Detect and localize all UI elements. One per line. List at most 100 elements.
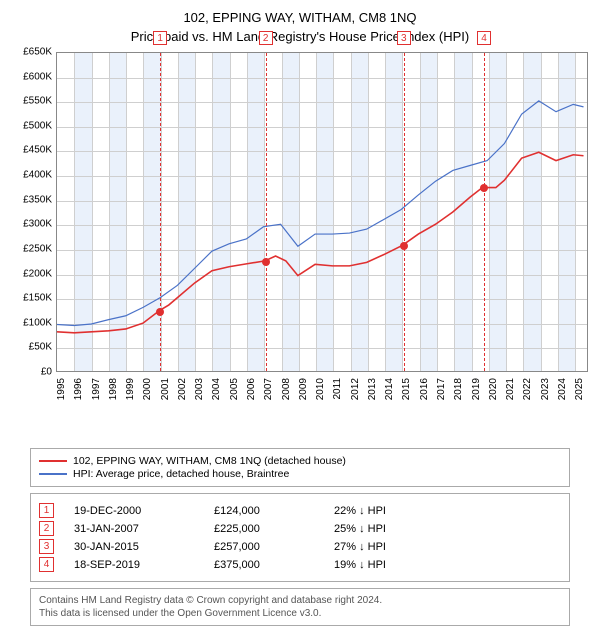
x-axis-label: 2003 xyxy=(194,378,205,400)
y-axis-label: £450K xyxy=(23,145,52,156)
marker-vline xyxy=(404,53,405,371)
x-axis-label: 2019 xyxy=(471,378,482,400)
x-axis-label: 1999 xyxy=(125,378,136,400)
row-number-box: 2 xyxy=(39,521,54,536)
legend-swatch xyxy=(39,473,67,475)
marker-dot xyxy=(156,308,164,316)
y-axis-label: £500K xyxy=(23,120,52,131)
arrow-down-icon: ↓ xyxy=(359,541,365,553)
y-axis-label: £400K xyxy=(23,170,52,181)
row-number-box: 4 xyxy=(39,557,54,572)
legend-row: HPI: Average price, detached house, Brai… xyxy=(39,468,561,480)
legend-label: HPI: Average price, detached house, Brai… xyxy=(73,468,289,480)
x-axis-label: 2017 xyxy=(436,378,447,400)
x-axis-label: 2005 xyxy=(229,378,240,400)
x-axis-label: 2024 xyxy=(557,378,568,400)
marker-number-box: 1 xyxy=(153,31,167,45)
y-axis-label: £600K xyxy=(23,71,52,82)
row-date: 31-JAN-2007 xyxy=(74,523,214,535)
chart-container: 102, EPPING WAY, WITHAM, CM8 1NQ Price p… xyxy=(0,0,600,620)
x-axis-label: 2000 xyxy=(142,378,153,400)
marker-dot xyxy=(480,184,488,192)
y-axis-label: £0 xyxy=(41,367,52,378)
series-property xyxy=(57,152,584,333)
y-axis-label: £300K xyxy=(23,219,52,230)
table-row: 3 30-JAN-2015£257,00027% ↓ HPI xyxy=(39,539,561,554)
footer-line2: This data is licensed under the Open Gov… xyxy=(39,607,561,620)
row-price: £257,000 xyxy=(214,541,334,553)
row-delta: 25% ↓ HPI xyxy=(334,523,444,535)
x-axis-label: 1995 xyxy=(56,378,67,400)
marker-number-box: 3 xyxy=(397,31,411,45)
x-axis-label: 2014 xyxy=(384,378,395,400)
row-delta: 19% ↓ HPI xyxy=(334,559,444,571)
table-row: 119-DEC-2000£124,00022% ↓ HPI xyxy=(39,503,561,518)
legend-box: 102, EPPING WAY, WITHAM, CM8 1NQ (detach… xyxy=(30,448,570,487)
y-axis-label: £350K xyxy=(23,194,52,205)
x-axis-label: 2001 xyxy=(160,378,171,400)
x-axis-label: 2013 xyxy=(367,378,378,400)
y-axis-label: £250K xyxy=(23,243,52,254)
y-axis-label: £650K xyxy=(23,47,52,58)
series-hpi xyxy=(57,101,584,326)
y-axis-label: £100K xyxy=(23,317,52,328)
marker-number-box: 4 xyxy=(477,31,491,45)
marker-number-box: 2 xyxy=(259,31,273,45)
row-date: 19-DEC-2000 xyxy=(74,505,214,517)
x-axis-label: 2018 xyxy=(453,378,464,400)
legend-swatch xyxy=(39,460,67,462)
x-axis-label: 1996 xyxy=(73,378,84,400)
x-axis-labels: 1995 1996 1997 1998 1999 2000 2001 2002 2003 2004… xyxy=(56,372,588,412)
marker-dot xyxy=(262,258,270,266)
table-row: 2 31-JAN-2007£225,00025% ↓ HPI xyxy=(39,521,561,536)
y-axis-label: £550K xyxy=(23,96,52,107)
transaction-table: 119-DEC-2000£124,00022% ↓ HPI 2 31-JAN-200… xyxy=(30,493,570,582)
footer-line1: Contains HM Land Registry data © Crown c… xyxy=(39,594,561,607)
x-axis-label: 2011 xyxy=(332,378,343,400)
y-axis-label: £50K xyxy=(29,342,52,353)
row-date: 30-JAN-2015 xyxy=(74,541,214,553)
line-svg xyxy=(57,53,587,371)
footer-box: Contains HM Land Registry data © Crown c… xyxy=(30,588,570,626)
arrow-down-icon: ↓ xyxy=(359,505,365,517)
x-axis-label: 2022 xyxy=(522,378,533,400)
x-axis-label: 2006 xyxy=(246,378,257,400)
y-axis-label: £200K xyxy=(23,268,52,279)
arrow-down-icon: ↓ xyxy=(359,523,365,535)
row-price: £225,000 xyxy=(214,523,334,535)
x-axis-label: 2007 xyxy=(263,378,274,400)
x-axis-label: 2012 xyxy=(350,378,361,400)
chart-area: £0 £50K £100K £150K £200K £250K £300K £350K £400… xyxy=(12,52,588,412)
chart-title-address: 102, EPPING WAY, WITHAM, CM8 1NQ xyxy=(12,10,588,25)
x-axis-label: 2016 xyxy=(419,378,430,400)
x-axis-label: 2015 xyxy=(401,378,412,400)
table-row: 4 18-SEP-2019£375,00019% ↓ HPI xyxy=(39,557,561,572)
x-axis-label: 2025 xyxy=(574,378,585,400)
row-number-box: 3 xyxy=(39,539,54,554)
marker-vline xyxy=(160,53,161,371)
x-axis-label: 2008 xyxy=(281,378,292,400)
x-axis-label: 2020 xyxy=(488,378,499,400)
y-axis-labels: £0£50K£100K£150K£200K£250K£300K£350K£400… xyxy=(12,52,56,372)
row-price: £124,000 xyxy=(214,505,334,517)
legend-row: 102, EPPING WAY, WITHAM, CM8 1NQ (detach… xyxy=(39,455,561,467)
row-delta: 22% ↓ HPI xyxy=(334,505,444,517)
plot-area: 1234 xyxy=(56,52,588,372)
chart-title-subtitle: Price paid vs. HM Land Registry's House … xyxy=(12,29,588,44)
arrow-down-icon: ↓ xyxy=(359,559,365,571)
x-axis-label: 2010 xyxy=(315,378,326,400)
x-axis-label: 2009 xyxy=(298,378,309,400)
x-axis-label: 2004 xyxy=(211,378,222,400)
marker-vline xyxy=(266,53,267,371)
marker-vline xyxy=(484,53,485,371)
marker-dot xyxy=(400,242,408,250)
x-axis-label: 2002 xyxy=(177,378,188,400)
row-price: £375,000 xyxy=(214,559,334,571)
x-axis-label: 2021 xyxy=(505,378,516,400)
x-axis-label: 2023 xyxy=(540,378,551,400)
x-axis-label: 1997 xyxy=(91,378,102,400)
row-date: 18-SEP-2019 xyxy=(74,559,214,571)
x-axis-label: 1998 xyxy=(108,378,119,400)
row-delta: 27% ↓ HPI xyxy=(334,541,444,553)
y-axis-label: £150K xyxy=(23,293,52,304)
